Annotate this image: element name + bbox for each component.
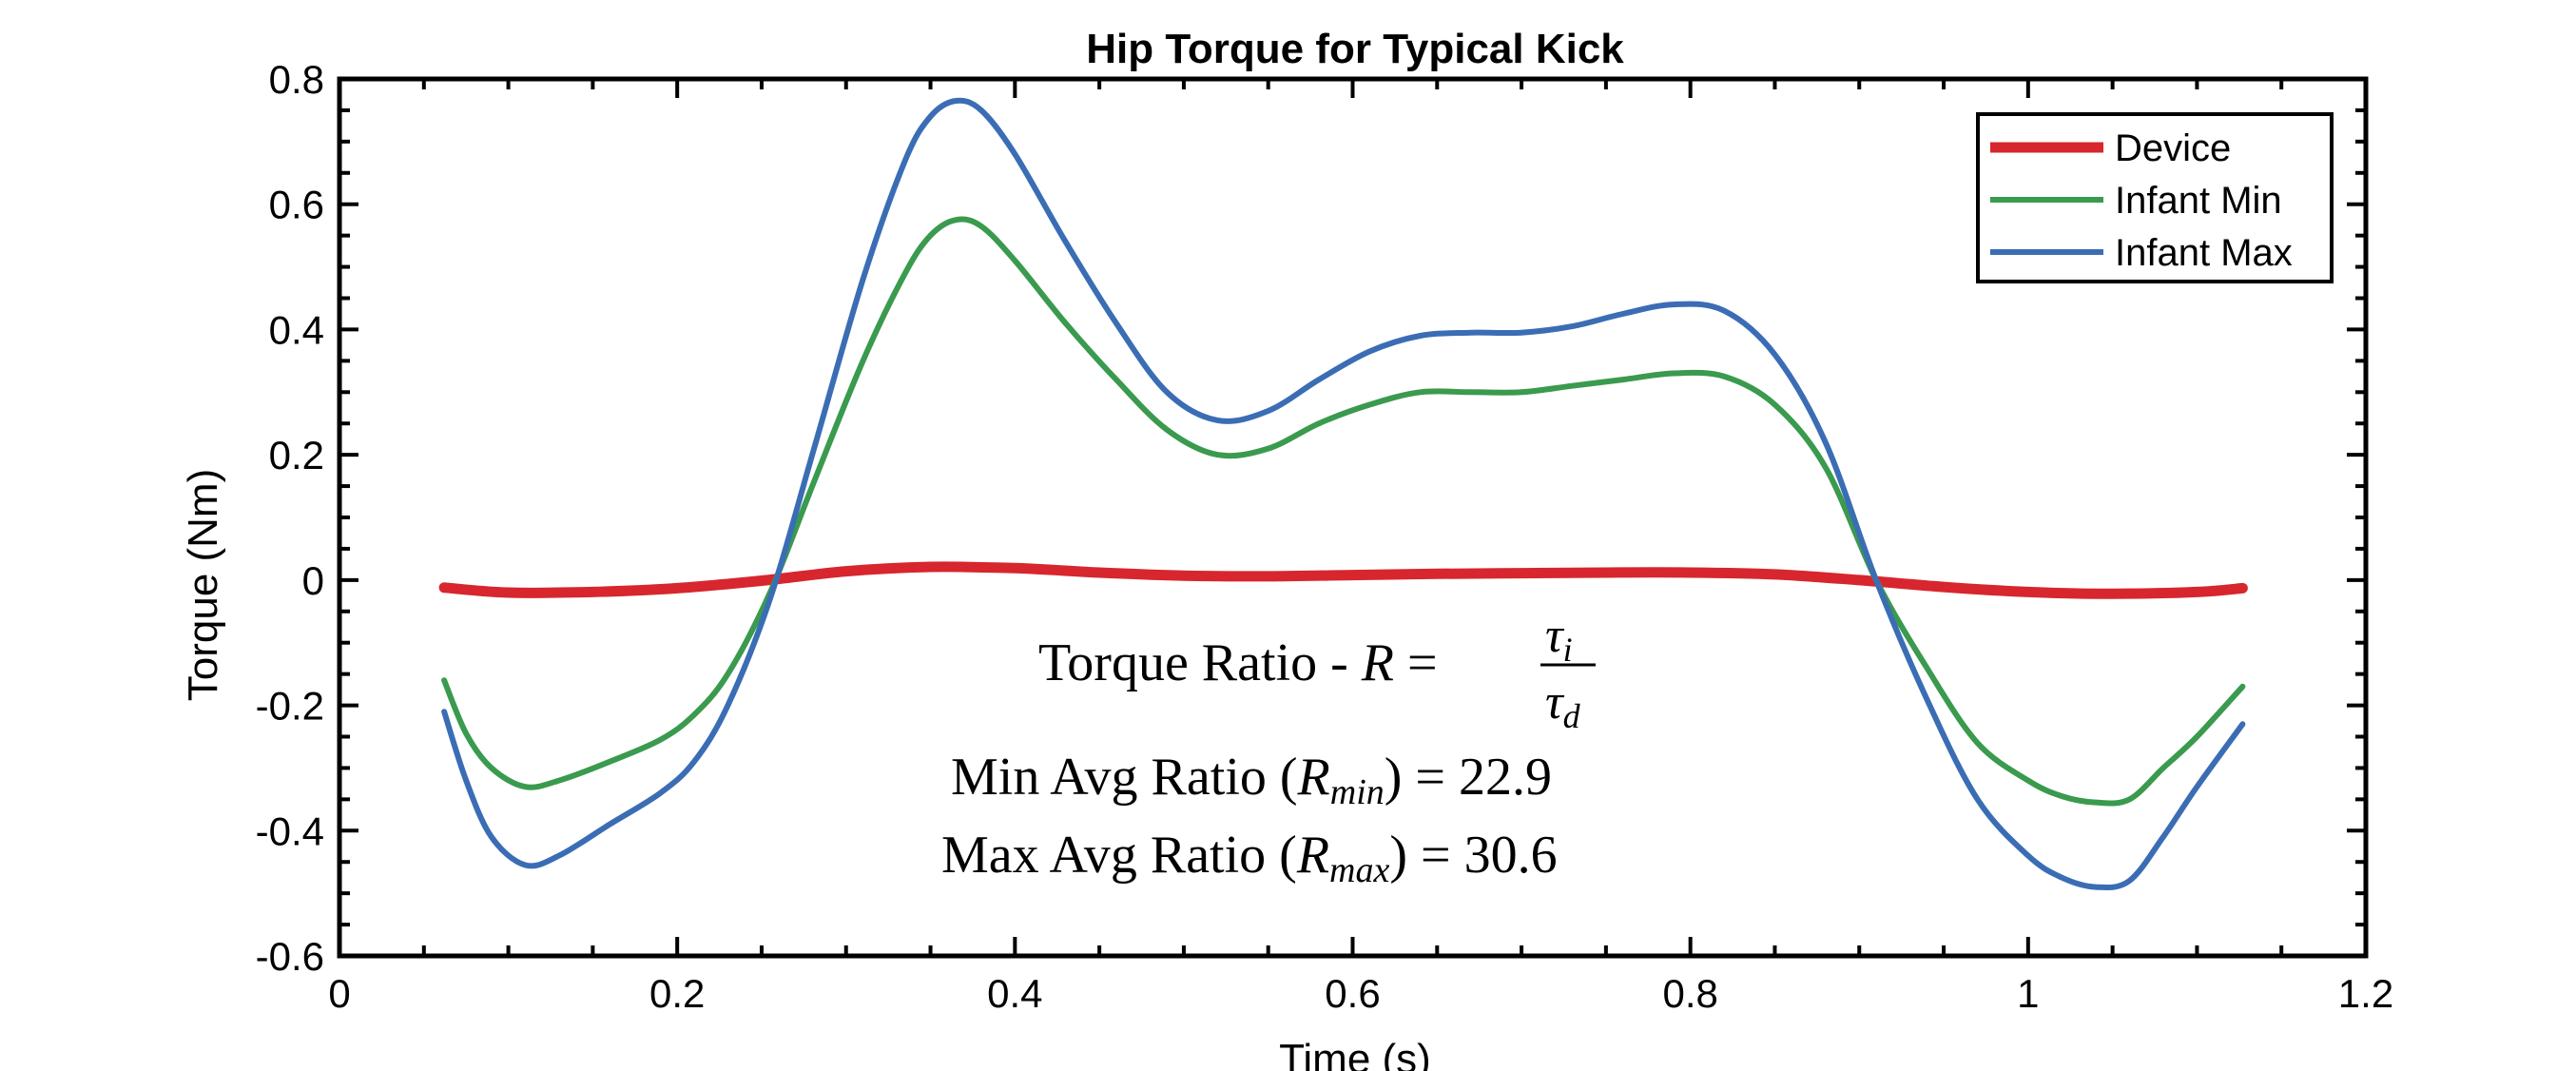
- y-tick-label: 0.6: [269, 183, 324, 227]
- series-line-device: [438, 561, 2248, 599]
- ticks-layer: 0 0.2 0.4 0.6 0.8 1 1.2 -0.6 -0.4 -0.2 0 0.2 0.4 0.6 0…: [256, 57, 2394, 1016]
- ratio-annotation: Torque Ratio - R = τi τd Min Avg Ratio (R…: [941, 609, 1596, 890]
- x-tick-label: 0: [328, 971, 350, 1016]
- x-axis-label: Time (s): [1279, 1036, 1431, 1071]
- y-tick-label: -0.6: [256, 934, 324, 979]
- ratio-numerator: τi: [1545, 609, 1573, 669]
- x-tick-label: 0.4: [987, 971, 1042, 1016]
- y-tick-label: 0.8: [269, 57, 324, 102]
- min-avg-ratio: Min Avg Ratio (Rmin) = 22.9: [951, 748, 1552, 812]
- ratio-equals: =: [1407, 633, 1438, 692]
- legend-label-device: Device: [2115, 127, 2231, 169]
- y-tick-label: 0.4: [269, 307, 324, 352]
- ratio-symbol: R: [1361, 633, 1394, 692]
- x-tick-label: 1: [2017, 971, 2039, 1016]
- series-layer: [438, 97, 2248, 891]
- x-tick-label: 0.6: [1325, 971, 1380, 1016]
- x-tick-label: 1.2: [2338, 971, 2393, 1016]
- x-tick-label: 0.8: [1662, 971, 1717, 1016]
- y-tick-label: 0.2: [269, 433, 324, 477]
- y-axis-label: Torque (Nm): [180, 469, 226, 702]
- ratio-numerator-sub: i: [1563, 631, 1573, 669]
- ratio-definition-prefix: Torque Ratio -: [1038, 633, 1362, 692]
- legend: Device Infant Min Infant Max: [1976, 112, 2334, 283]
- x-tick-label: 0.2: [649, 971, 705, 1016]
- series-line-infant-max: [441, 97, 2246, 891]
- plot-frame: [337, 76, 2369, 959]
- ratio-denominator-sub: d: [1563, 697, 1581, 735]
- ratio-definition: Torque Ratio - R =: [1038, 633, 1438, 692]
- y-tick-label: -0.2: [256, 684, 324, 729]
- y-tick-label: -0.4: [256, 808, 324, 853]
- max-avg-ratio: Max Avg Ratio (Rmax) = 30.6: [941, 826, 1558, 890]
- series-line-infant-min: [441, 216, 2246, 807]
- legend-label-infant-max: Infant Max: [2115, 232, 2293, 274]
- legend-label-infant-min: Infant Min: [2115, 180, 2282, 222]
- y-tick-label: 0: [302, 558, 324, 603]
- ratio-denominator: τd: [1545, 675, 1581, 735]
- chart-title: Hip Torque for Typical Kick: [1086, 26, 1624, 72]
